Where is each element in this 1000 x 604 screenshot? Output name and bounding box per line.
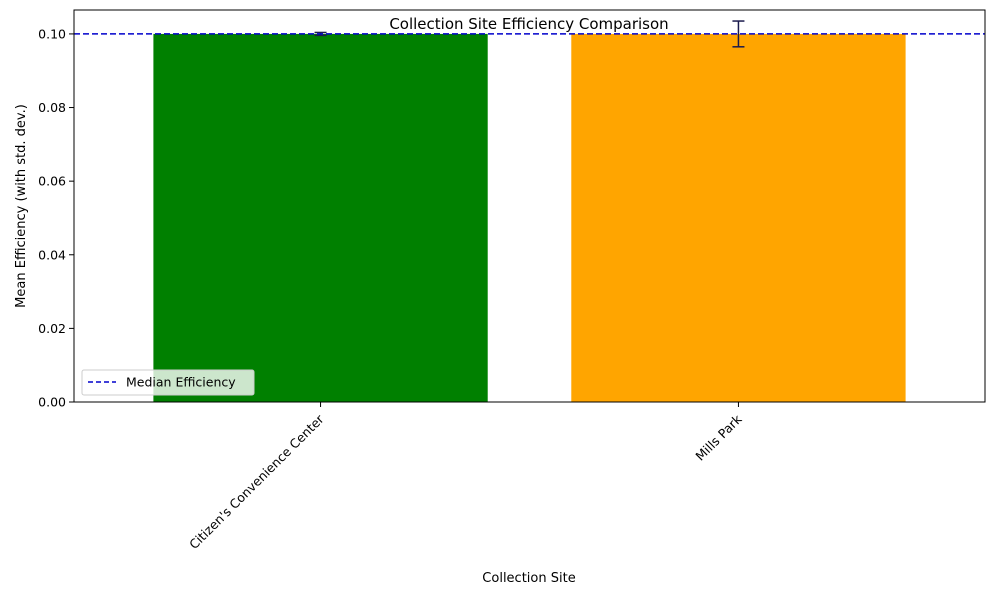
errorbars-group — [314, 20, 745, 48]
y-axis-label: Mean Efficiency (with std. dev.) — [14, 104, 29, 308]
x-axis-label: Collection Site — [482, 571, 575, 586]
bars-group — [153, 33, 906, 403]
y-axis-ticks: 0.00 0.02 0.04 0.06 0.08 0.10 — [38, 26, 74, 410]
y-tick-label-4: 0.08 — [38, 100, 66, 115]
legend-box — [81, 369, 255, 396]
x-tick-label-0: Citizen's Convenience Center — [186, 411, 327, 552]
legend-median-label: Median Efficiency — [126, 375, 236, 390]
chart-title: Collection Site Efficiency Comparison — [389, 15, 668, 33]
bar-0 — [153, 33, 488, 403]
bar-1 — [571, 33, 906, 403]
y-tick-label-3: 0.06 — [38, 174, 66, 189]
legend: Median Efficiency — [81, 369, 255, 396]
x-tick-label-1: Mills Park — [692, 411, 745, 464]
y-tick-label-5: 0.10 — [38, 26, 66, 41]
x-axis-ticks: Citizen's Convenience Center Mills Park — [186, 402, 745, 552]
y-tick-label-0: 0.00 — [38, 395, 66, 410]
y-tick-label-1: 0.02 — [38, 321, 66, 336]
plot-frame — [73, 9, 986, 403]
y-tick-label-2: 0.04 — [38, 247, 66, 262]
